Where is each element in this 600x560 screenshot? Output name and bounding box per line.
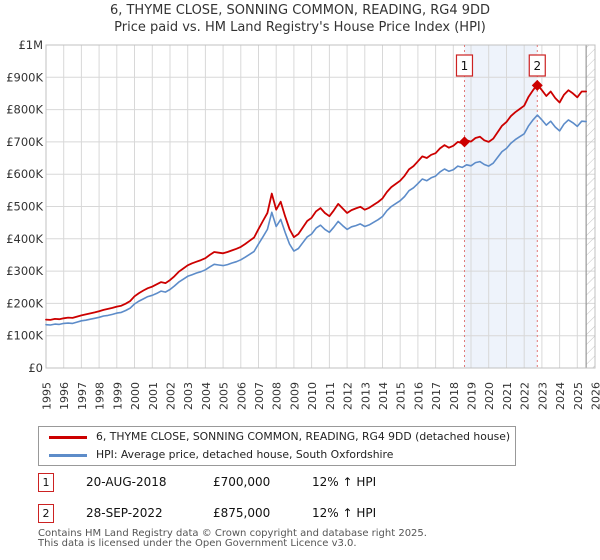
sale-number: 1: [461, 59, 469, 73]
svg-text:2010: 2010: [306, 382, 319, 410]
svg-text:£200K: £200K: [6, 296, 43, 310]
svg-text:1996: 1996: [58, 382, 71, 410]
legend-item-property: 6, THYME CLOSE, SONNING COMMON, READING,…: [39, 428, 515, 446]
legend-label: HPI: Average price, detached house, Sout…: [96, 448, 394, 461]
svg-text:2016: 2016: [412, 382, 425, 410]
svg-text:2003: 2003: [182, 382, 195, 410]
sale-number-box: [455, 54, 474, 77]
chart-legend: 6, THYME CLOSE, SONNING COMMON, READING,…: [38, 426, 516, 466]
sale-point-marker: [531, 79, 543, 91]
svg-text:2006: 2006: [235, 382, 248, 410]
page-title: 6, THYME CLOSE, SONNING COMMON, READING,…: [109, 3, 491, 18]
property-price-line: [45, 83, 587, 321]
sale-hpi-delta: 12% ↑ HPI: [312, 475, 377, 489]
svg-text:2021: 2021: [501, 382, 514, 410]
svg-text:£1M: £1M: [18, 38, 43, 52]
sale-number-badge: 2: [38, 504, 54, 523]
svg-text:2002: 2002: [164, 382, 177, 410]
svg-text:2001: 2001: [147, 382, 160, 410]
svg-text:2023: 2023: [536, 382, 549, 410]
svg-text:£400K: £400K: [6, 232, 43, 246]
svg-text:2007: 2007: [253, 382, 266, 410]
legend-label: 6, THYME CLOSE, SONNING COMMON, READING,…: [96, 430, 511, 443]
svg-text:2022: 2022: [519, 382, 532, 410]
svg-text:1995: 1995: [41, 382, 54, 410]
svg-text:2005: 2005: [218, 382, 231, 410]
property-line-swatch: [49, 436, 87, 439]
svg-text:2020: 2020: [483, 382, 496, 410]
svg-text:£100K: £100K: [6, 329, 43, 343]
copyright-line: Contains HM Land Registry data © Crown c…: [38, 528, 427, 539]
svg-text:1997: 1997: [76, 382, 89, 410]
no-data-hatch: [586, 45, 595, 368]
svg-text:1999: 1999: [111, 382, 124, 410]
svg-text:2011: 2011: [324, 382, 337, 410]
sale-price: £875,000: [213, 506, 271, 520]
legend-item-hpi: HPI: Average price, detached house, Sout…: [39, 446, 515, 464]
svg-text:£600K: £600K: [6, 167, 43, 181]
sale-number: 2: [533, 59, 541, 73]
sale-point-marker: [458, 136, 470, 148]
page-subtitle: Price paid vs. HM Land Registry's House …: [114, 20, 486, 35]
sale-number-badge: 1: [38, 473, 54, 492]
sale-annotation-row: 1 20-AUG-2018 £700,000 12% ↑ HPI: [0, 473, 600, 493]
svg-text:1998: 1998: [94, 382, 107, 410]
svg-text:£900K: £900K: [6, 70, 43, 84]
licence-line: This data is licensed under the Open Gov…: [38, 538, 357, 549]
svg-text:2013: 2013: [359, 382, 372, 410]
sale-hpi-delta: 12% ↑ HPI: [312, 506, 377, 520]
hpi-line: [45, 114, 587, 326]
svg-text:2018: 2018: [448, 382, 461, 410]
svg-text:2012: 2012: [342, 382, 355, 410]
sale-number-box: [528, 54, 546, 77]
svg-text:2019: 2019: [466, 382, 479, 410]
svg-text:2014: 2014: [377, 382, 390, 410]
svg-text:2009: 2009: [288, 382, 301, 410]
svg-text:£0: £0: [28, 361, 43, 375]
sale-price: £700,000: [213, 475, 271, 489]
svg-text:2026: 2026: [590, 382, 600, 410]
svg-text:2008: 2008: [271, 382, 284, 410]
svg-text:£300K: £300K: [6, 264, 43, 278]
svg-text:2004: 2004: [200, 382, 213, 410]
hpi-line-swatch: [49, 454, 87, 457]
svg-text:2015: 2015: [395, 382, 408, 410]
x-axis-labels: 1995 1996 1997 1998 1999 2000 2001 2002 2003 2004…: [41, 382, 600, 410]
svg-text:2017: 2017: [430, 382, 443, 410]
price-history-chart: 1 2 £1M £900K £800K £700K £600K £500K £400K £300K…: [6, 38, 600, 410]
svg-text:2025: 2025: [572, 382, 585, 410]
sale-date: 20-AUG-2018: [86, 475, 167, 489]
sale-date: 28-SEP-2022: [86, 506, 163, 520]
svg-text:£500K: £500K: [6, 200, 43, 214]
svg-text:2024: 2024: [554, 382, 567, 410]
svg-text:£800K: £800K: [6, 103, 43, 117]
y-axis-labels: £1M £900K £800K £700K £600K £500K £400K £300K £2…: [6, 38, 43, 375]
svg-text:£700K: £700K: [6, 135, 43, 149]
sale-annotation-row: 2 28-SEP-2022 £875,000 12% ↑ HPI: [0, 504, 600, 524]
svg-text:2000: 2000: [129, 382, 142, 410]
